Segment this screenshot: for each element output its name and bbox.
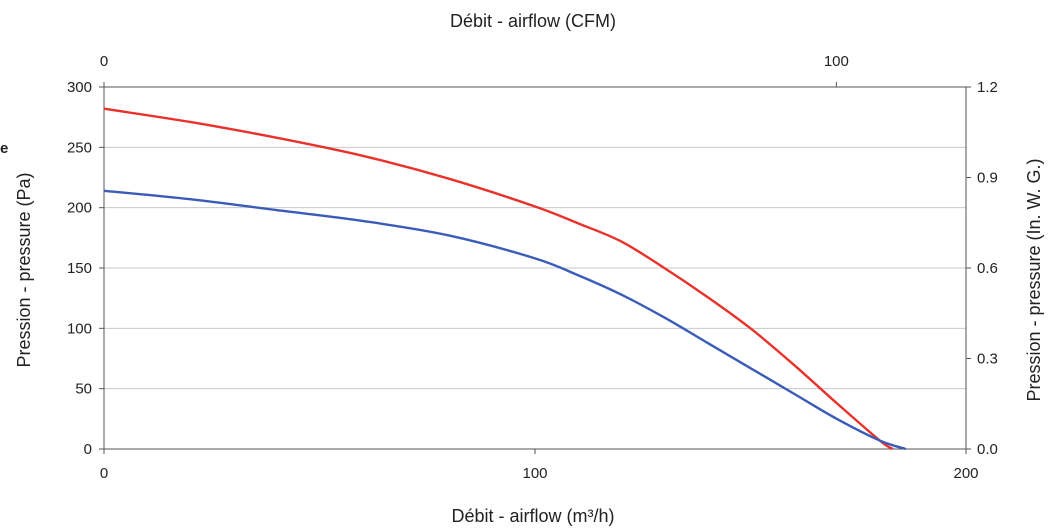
- x-axis-bottom-title: Débit - airflow (m³/h): [451, 506, 614, 526]
- tick-label-y-right: 0.0: [977, 441, 998, 458]
- y-axis-right-title: Pression - pressure (In. W. G.): [1024, 158, 1044, 401]
- tick-label-y-left: 50: [75, 381, 92, 398]
- series-line-1: [103, 107, 894, 451]
- grid-layer: [104, 146, 966, 390]
- tick-label-y-right: 0.6: [977, 260, 998, 277]
- tick-label-x-bottom: 100: [522, 465, 547, 482]
- tick-label-x-top: 0: [100, 53, 108, 70]
- tick-label-y-left: 200: [67, 200, 92, 217]
- tick-label-x-bottom: 0: [100, 465, 108, 482]
- tick-label-y-left: 0: [84, 441, 92, 458]
- tick-label-y-left: 100: [67, 320, 92, 337]
- series-layer: [103, 107, 907, 451]
- tick-label-x-top: 100: [824, 53, 849, 70]
- tick-label-x-bottom: 200: [953, 465, 978, 482]
- clipped-label-fragment: e: [0, 140, 8, 157]
- ticks-layer: 0 50 100 150 200 250 300 0.0 0.3 0.6 0.9 1.2 0 100 200…: [67, 53, 998, 482]
- tick-label-y-right: 1.2: [977, 79, 998, 96]
- x-axis-top-title: Débit - airflow (CFM): [450, 11, 616, 31]
- y-axis-left-title: Pression - pressure (Pa): [14, 172, 34, 367]
- tick-label-y-left: 250: [67, 139, 92, 156]
- tick-label-y-left: 300: [67, 79, 92, 96]
- tick-label-y-left: 150: [67, 260, 92, 277]
- series-line-2: [103, 189, 907, 451]
- tick-label-y-right: 0.9: [977, 170, 998, 187]
- tick-label-y-right: 0.3: [977, 351, 998, 368]
